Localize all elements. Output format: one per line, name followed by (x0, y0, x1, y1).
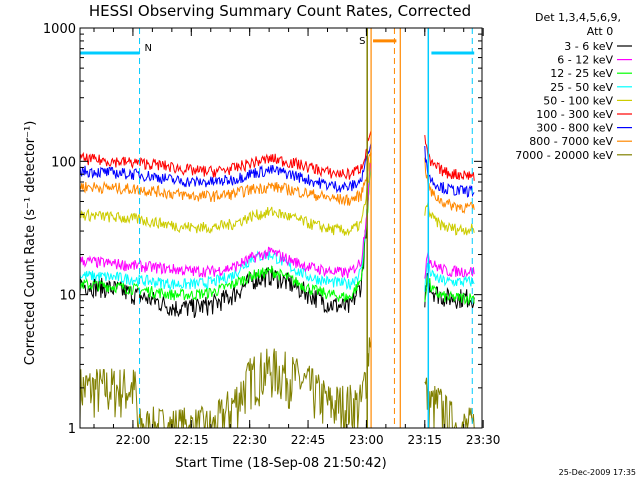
series-line-after-gap-3 (424, 260, 475, 292)
legend-label-6: 300 - 800 keV (536, 122, 613, 135)
legend-label-1: 6 - 12 keV (557, 54, 613, 67)
series-line-after-gap-2 (424, 274, 475, 306)
x-tick-label: 22:15 (174, 433, 209, 447)
series-line-8 (80, 337, 372, 428)
series-line-2 (80, 159, 372, 303)
x-tick-label: 23:00 (349, 433, 384, 447)
legend-label-8: 7000 - 20000 keV (515, 149, 613, 162)
series-line-after-gap-8 (424, 377, 475, 428)
x-tick-label: 23:15 (407, 433, 442, 447)
x-tick-label: 22:00 (116, 433, 151, 447)
legend-label-0: 3 - 6 keV (564, 40, 613, 53)
series-line-4 (80, 146, 372, 237)
chart-title: HESSI Observing Summary Count Rates, Cor… (89, 2, 471, 20)
night-label: N (145, 43, 152, 54)
legend-label-4: 50 - 100 keV (543, 94, 613, 107)
series-line-after-gap-1 (424, 251, 475, 279)
series-line-3 (80, 159, 372, 292)
series-line-5 (80, 130, 372, 180)
y-tick-label: 1000 (43, 22, 76, 37)
plot-inner: NS (80, 28, 475, 428)
plot-frame (79, 27, 483, 429)
series-line-after-gap-0 (424, 272, 475, 309)
legend-label-2: 12 - 25 keV (550, 67, 613, 80)
legend-label-3: 25 - 50 keV (550, 81, 613, 94)
legend-label-7: 800 - 7000 keV (529, 135, 613, 148)
x-tick-label: 23:30 (466, 433, 501, 447)
series-line-6 (80, 142, 372, 194)
legend-header-line2: Att 0 (587, 25, 613, 38)
series-line-after-gap-6 (424, 145, 475, 198)
series-line-0 (80, 153, 372, 319)
y-axis-label: Corrected Count Rate (s⁻¹ detector⁻¹) (23, 121, 38, 366)
legend-header-line1: Det 1,3,4,5,6,9, (535, 11, 621, 24)
footer-timestamp: 25-Dec-2009 17:35 (559, 468, 636, 477)
x-tick-label: 22:30 (232, 433, 267, 447)
y-tick-label: 10 (59, 289, 76, 304)
series-line-after-gap-7 (424, 157, 475, 214)
legend-label-5: 100 - 300 keV (536, 108, 613, 121)
x-tick-label: 22:45 (291, 433, 326, 447)
series-line-1 (80, 156, 372, 279)
series-line-7 (80, 150, 372, 207)
y-tick-label: 100 (51, 155, 76, 170)
x-axis-label: Start Time (18-Sep-08 21:50:42) (175, 456, 386, 471)
series-line-after-gap-5 (424, 135, 475, 181)
saa-label: S (359, 36, 365, 47)
y-tick-label: 1 (68, 422, 76, 437)
series-line-after-gap-4 (424, 201, 475, 236)
